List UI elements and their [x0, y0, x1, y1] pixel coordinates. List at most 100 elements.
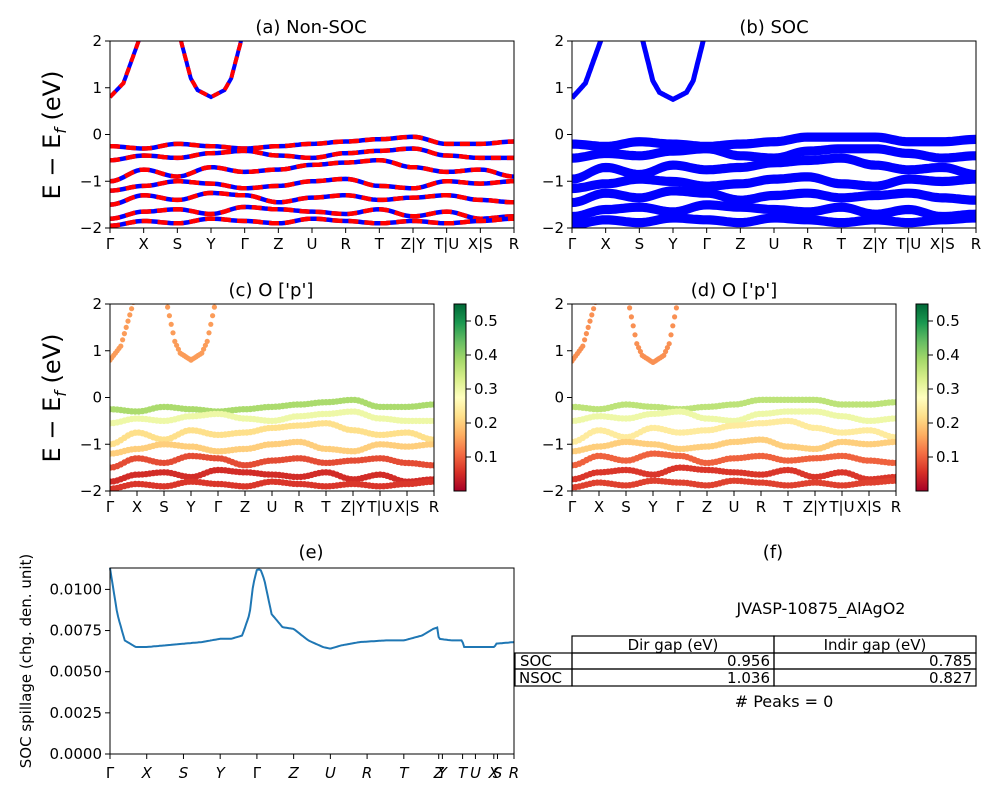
xtick-label: R — [509, 764, 519, 782]
colorbar-tick-label: 0.4 — [474, 346, 498, 364]
xtick-label: T — [782, 498, 793, 516]
panel-f-gap-table: (f) JVASP-10875_AlAgO2 Dir gap (eV) Indi… — [514, 542, 977, 711]
panel-c-ylabel: E − Ef (eV) — [38, 334, 70, 463]
panel-d-title: (d) O ['p'] — [691, 280, 777, 301]
ytick-label: −1 — [80, 435, 102, 453]
panel-d-plot: 210−1−2Γ X S Y Γ Z U R T Z|Y T|U X|S R — [542, 287, 901, 516]
plot-frame — [571, 303, 897, 492]
conduction-point — [120, 337, 126, 343]
table-footer-peaks: # Peaks = 0 — [735, 692, 834, 711]
band-point — [430, 401, 434, 408]
panel-d-o-p-projection-soc: (d) O ['p'] 210−1−2Γ X S Y Γ Z U R T Z|Y T|U X|S R 0… — [542, 280, 960, 516]
panel-e-title: (e) — [298, 542, 323, 563]
conduction-point — [174, 342, 180, 348]
conduction-point — [168, 321, 174, 327]
xtick-label: X|S — [857, 498, 882, 516]
band-line — [110, 146, 514, 163]
xtick-label: U — [729, 498, 740, 516]
conduction-point — [661, 352, 667, 358]
xtick-label: Z|Y — [341, 498, 366, 516]
conduction-point — [133, 294, 138, 299]
conduction-point — [206, 330, 212, 336]
ytick-label: 1 — [554, 342, 564, 360]
ytick-label: 0.0000 — [50, 745, 103, 763]
conduction-point — [614, 287, 619, 292]
conduction-point — [140, 287, 145, 292]
conduction-point — [600, 287, 605, 292]
xtick-label: Y — [667, 235, 678, 253]
conduction-point — [142, 287, 147, 292]
conduction-point — [607, 287, 612, 292]
conduction-point — [161, 287, 166, 292]
xtick-label: R — [802, 235, 812, 253]
xtick-label: Y — [438, 764, 449, 782]
conduction-point — [208, 321, 214, 327]
xtick-label: Z|Y — [401, 235, 426, 253]
ytick-label: −2 — [80, 482, 102, 500]
band-line — [572, 153, 976, 180]
xtick-label: R — [756, 498, 766, 516]
table-row-label-nsoc: NSOC — [519, 669, 562, 687]
ytick-label: 0 — [554, 389, 564, 407]
xtick-label: T|U — [366, 498, 392, 516]
band-point — [892, 434, 896, 441]
conduction-point — [172, 338, 178, 344]
ytick-label: −1 — [80, 172, 102, 190]
xtick-label: T|U — [828, 498, 854, 516]
conduction-point — [134, 287, 139, 292]
colorbar-tick-label: 0.2 — [936, 414, 960, 432]
xtick-label: Γ — [106, 498, 115, 516]
conduction-point — [596, 287, 601, 292]
band-line — [110, 216, 514, 228]
xtick-label: T — [374, 235, 385, 253]
xtick-label: Γ — [568, 498, 577, 516]
colorbar-bar — [915, 303, 929, 492]
conduction-band — [572, 41, 706, 103]
conduction-point — [591, 306, 597, 312]
conduction-point — [666, 341, 672, 347]
band-point — [892, 415, 896, 422]
xtick-label: Z|Y — [863, 235, 888, 253]
ytick-label: 0 — [554, 126, 564, 144]
conduction-point — [637, 348, 644, 355]
conduction-point — [605, 287, 610, 292]
ytick-label: 0.0075 — [50, 622, 103, 640]
xtick-label: X — [601, 235, 611, 253]
band-line — [572, 204, 976, 222]
conduction-point — [609, 287, 614, 292]
ytick-label: 0.0050 — [50, 663, 103, 681]
conduction-point — [118, 343, 124, 349]
colorbar-tick-label: 0.1 — [474, 448, 498, 466]
xtick-label: Γ — [240, 235, 249, 253]
conduction-point — [672, 314, 678, 320]
xtick-label: R — [509, 235, 519, 253]
band-line — [572, 132, 976, 147]
ytick-label: −2 — [542, 482, 564, 500]
ytick-label: −2 — [80, 219, 102, 237]
conduction-point — [160, 287, 165, 292]
conduction-point — [215, 287, 220, 292]
colorbar-tick-label: 0.2 — [474, 414, 498, 432]
xtick-label: Z — [735, 235, 745, 253]
xtick-label: U — [470, 764, 481, 782]
panel-e-ylabel: SOC spillage (chg. den. unit) — [17, 554, 35, 769]
conduction-point — [154, 287, 159, 292]
xtick-label: Γ — [676, 498, 685, 516]
xtick-label: S — [173, 235, 183, 253]
conduction-point — [604, 287, 609, 292]
xtick-label: R — [362, 764, 372, 782]
band-line — [110, 204, 514, 221]
conduction-point — [165, 304, 171, 310]
colorbar-tick-label: 0.1 — [936, 448, 960, 466]
band-line — [110, 157, 514, 184]
band-line — [572, 144, 976, 159]
conduction-point — [622, 287, 627, 292]
xtick-label: T|U — [895, 235, 921, 253]
xtick-label: Z — [287, 764, 299, 782]
ytick-label: −1 — [542, 435, 564, 453]
table-subtitle: JVASP-10875_AlAgO2 — [736, 599, 906, 619]
plot-frame — [109, 40, 515, 229]
xtick-label: U — [267, 498, 278, 516]
